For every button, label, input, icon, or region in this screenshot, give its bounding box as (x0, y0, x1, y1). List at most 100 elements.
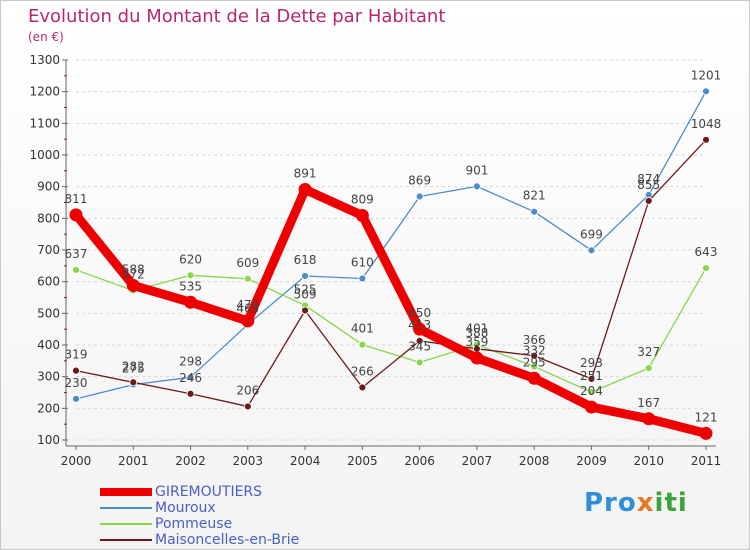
data-label-pommeuse: 345 (408, 339, 431, 353)
data-label-giremoutiers: 811 (65, 192, 88, 206)
data-point-pommeuse (243, 274, 252, 283)
data-point-mouroux (530, 207, 539, 216)
y-tick-label: 600 (37, 275, 60, 289)
data-label-maisoncelles-en-brie: 366 (523, 333, 546, 347)
data-label-mouroux: 699 (580, 227, 603, 241)
data-label-mouroux: 821 (523, 189, 546, 203)
data-point-mouroux (415, 192, 424, 201)
data-label-maisoncelles-en-brie: 388 (465, 326, 488, 340)
data-point-mouroux (186, 373, 195, 382)
data-label-maisoncelles-en-brie: 509 (294, 287, 317, 301)
data-point-giremoutiers (413, 322, 427, 336)
series-line-mouroux (75, 90, 707, 400)
y-tick-label: 1200 (29, 85, 60, 99)
data-point-pommeuse (530, 362, 539, 371)
data-label-giremoutiers: 450 (408, 306, 431, 320)
data-label-mouroux: 618 (294, 253, 317, 267)
x-tick-label: 2003 (233, 454, 264, 468)
grid (76, 59, 706, 441)
series-line-giremoutiers (71, 185, 711, 438)
data-point-mouroux (358, 274, 367, 283)
data-label-pommeuse: 332 (523, 344, 546, 358)
data-point-giremoutiers (126, 278, 140, 292)
data-point-giremoutiers (584, 400, 598, 414)
data-point-maisoncelles-en-brie (644, 197, 653, 205)
data-point-giremoutiers (527, 371, 541, 385)
y-tick-label: 900 (37, 180, 60, 194)
data-label-mouroux: 869 (408, 173, 431, 187)
data-label-pommeuse: 401 (465, 322, 488, 336)
proxiti-logo: Proxiti (584, 488, 688, 518)
legend-label-pommeuse: Pommeuse (155, 516, 233, 532)
data-point-maisoncelles-en-brie (702, 135, 710, 144)
legend-swatch-mouroux (100, 507, 152, 509)
data-point-maisoncelles-en-brie (72, 366, 80, 375)
y-tick-label: 800 (37, 211, 60, 225)
data-label-pommeuse: 251 (580, 369, 603, 383)
data-point-giremoutiers (355, 208, 369, 222)
data-label-pommeuse: 327 (637, 345, 660, 359)
data-label-pommeuse: 572 (122, 268, 145, 282)
data-label-giremoutiers: 359 (465, 335, 488, 349)
y-tick-label: 400 (37, 338, 60, 352)
x-tick-label: 2007 (462, 454, 493, 468)
y-tick-label: 300 (37, 370, 60, 384)
legend-swatch-maisoncelles (100, 539, 152, 541)
legend-label-giremoutiers: GIREMOUTIERS (155, 484, 263, 500)
data-point-pommeuse (186, 271, 195, 280)
y-tick-label: 1100 (29, 116, 60, 130)
legend-label-mouroux: Mouroux (155, 500, 216, 516)
data-label-giremoutiers: 535 (179, 279, 202, 293)
data-point-maisoncelles-en-brie (301, 306, 309, 315)
data-label-giremoutiers: 167 (637, 396, 660, 410)
data-point-maisoncelles-en-brie (129, 378, 138, 387)
data-label-giremoutiers: 121 (695, 410, 718, 424)
data-label-mouroux: 465 (236, 301, 259, 315)
x-tick-label: 2000 (61, 454, 92, 468)
data-point-mouroux (301, 272, 309, 280)
data-label-mouroux: 610 (351, 256, 374, 270)
data-label-maisoncelles-en-brie: 246 (179, 371, 202, 385)
data-point-giremoutiers (69, 208, 83, 222)
data-point-maisoncelles-en-brie (186, 389, 195, 398)
data-label-giremoutiers: 891 (294, 167, 317, 181)
x-tick-label: 2010 (633, 454, 664, 468)
data-label-giremoutiers: 809 (351, 192, 374, 206)
y-tick-label: 200 (37, 401, 60, 415)
data-point-maisoncelles-en-brie (358, 383, 367, 392)
data-point-giremoutiers (699, 426, 713, 440)
data-label-giremoutiers: 476 (236, 298, 259, 312)
data-label-pommeuse: 620 (179, 252, 202, 266)
x-tick-label: 2002 (175, 454, 206, 468)
data-label-mouroux: 874 (637, 172, 660, 186)
data-label-mouroux: 901 (465, 163, 488, 177)
series-line-maisoncelles-en-brie (75, 139, 707, 408)
data-point-mouroux (72, 394, 80, 403)
axes: 100 200 300 400 500 600 700 800 900 1000 1100 1200 1… (29, 53, 721, 468)
x-tick-label: 2004 (290, 454, 321, 468)
data-label-pommeuse: 401 (351, 322, 374, 336)
data-point-maisoncelles-en-brie (587, 374, 596, 383)
legend-swatch-pommeuse (100, 523, 152, 525)
data-point-pommeuse (358, 340, 367, 349)
series (69, 87, 713, 440)
data-label-mouroux: 275 (122, 362, 145, 376)
data-point-giremoutiers (241, 314, 255, 328)
chart-subtitle: (en €) (28, 30, 64, 44)
data-labels: 230 275 298 465 618 610 869 901 821 699 874 1201 637… (65, 68, 722, 424)
data-point-giremoutiers (298, 183, 312, 197)
data-point-mouroux (702, 87, 710, 96)
data-label-giremoutiers: 204 (580, 384, 603, 398)
data-label-giremoutiers: 295 (523, 355, 546, 369)
data-label-maisoncelles-en-brie: 319 (65, 348, 88, 362)
series-line-pommeuse (75, 267, 707, 393)
y-tick-label: 1300 (29, 53, 60, 67)
data-point-giremoutiers (470, 351, 484, 365)
data-label-maisoncelles-en-brie: 282 (122, 359, 145, 373)
data-label-pommeuse: 525 (294, 282, 317, 296)
data-point-mouroux (587, 246, 596, 255)
legend-swatch-giremoutiers (100, 488, 152, 496)
data-label-maisoncelles-en-brie: 206 (236, 383, 259, 397)
data-label-maisoncelles-en-brie: 855 (637, 178, 660, 192)
